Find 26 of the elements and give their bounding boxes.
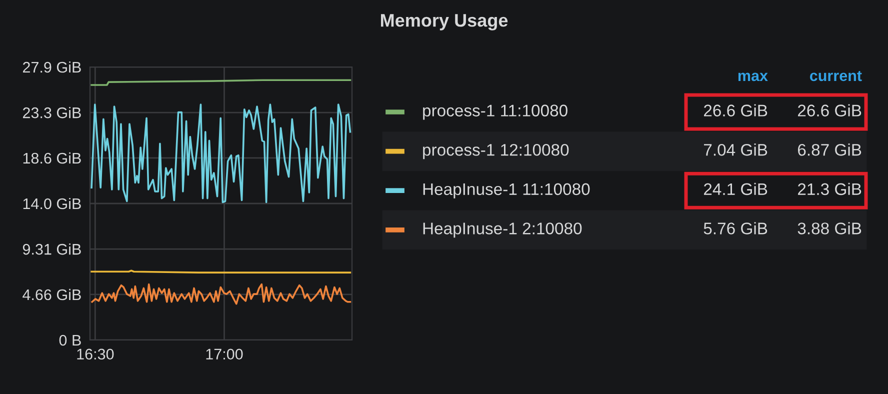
x-tick-label: 16:30 [77,348,114,360]
line-series [90,104,352,204]
y-tick-label: 27.9 GiB [22,61,81,73]
text: 3.88 GiB [798,222,862,234]
text: 24.1 GiB [704,182,768,196]
legend-label: process-1 12:10080 [423,144,569,160]
text: 7.04 GiB [704,144,768,156]
legend-label: process-1 11:10080 [423,104,568,120]
y-tick-label: 9.31 GiB [22,243,81,255]
y-tick-label: 4.66 GiB [22,288,81,300]
text: 26.6 GiB [704,104,768,116]
text: 6.87 GiB [798,144,862,156]
y-tick-label: 18.6 GiB [23,152,81,164]
text: 21.3 GiB [798,182,862,196]
line-series [91,283,352,305]
legend-label: HeapInuse-1 11:10080 [423,183,590,198]
legend-label: HeapInuse-1 2:10080 [423,222,582,238]
text: current [810,70,862,82]
y-tick-label: 14.0 GiB [23,198,81,210]
text: 5.76 GiB [704,222,768,234]
x-tick-label: 17:00 [206,348,243,360]
y-tick-label: 0 B [59,334,81,346]
text: Memory Usage [380,14,508,30]
text: 26.6 GiB [798,104,862,116]
y-tick-label: 23.3 GiB [22,106,81,118]
text: max [738,72,768,82]
